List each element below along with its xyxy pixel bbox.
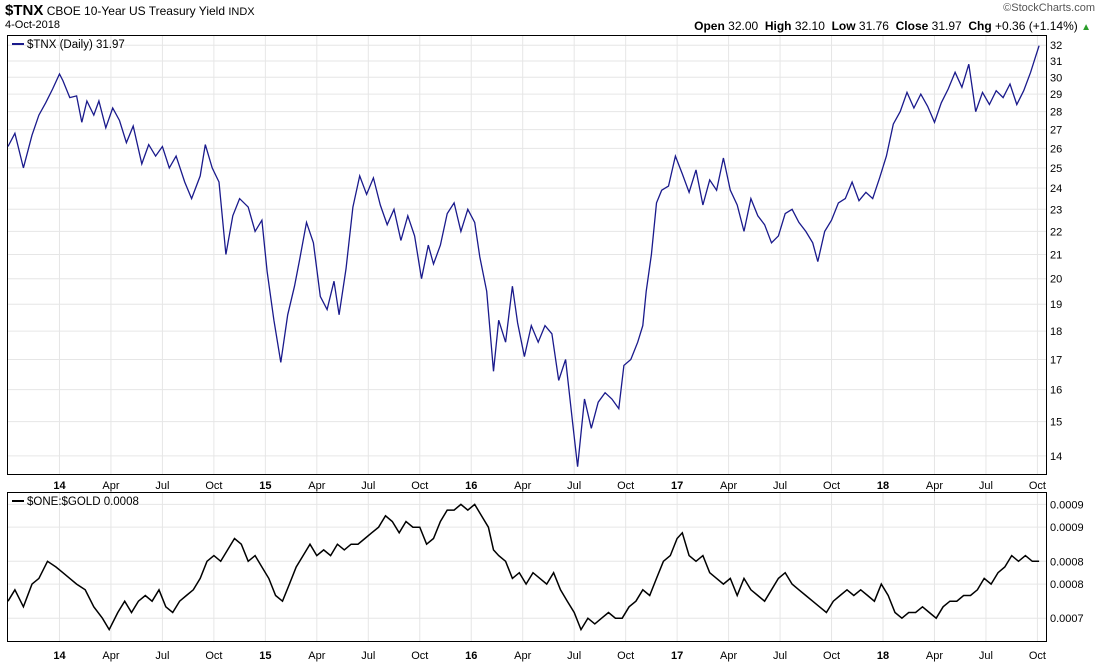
- close-value: 31.97: [931, 19, 962, 33]
- bottom-panel-grid: [8, 493, 1046, 641]
- top-y-tick-label: 15: [1050, 417, 1062, 429]
- bottom-y-tick-label: 0.0008: [1050, 579, 1084, 591]
- open-label: Open: [694, 19, 725, 33]
- bottom-x-axis: 14 Apr Jul Oct 15 Apr Jul Oct 16 Apr Jul Oct 17 Apr Ju…: [53, 650, 1046, 662]
- chart-date: 4-Oct-2018: [5, 19, 61, 31]
- bottom-x-tick-label: Apr: [926, 650, 943, 662]
- top-x-tick-label: 14: [53, 480, 66, 492]
- bottom-y-tick-label: 0.0009: [1050, 522, 1084, 534]
- bottom-x-tick-label: Oct: [1029, 650, 1046, 662]
- top-x-tick-label: Oct: [617, 480, 634, 492]
- top-panel-grid: [8, 36, 1046, 474]
- chart-header: $TNX CBOE 10-Year US Treasury Yield INDX: [5, 2, 255, 19]
- gold-legend-label: $ONE:$GOLD 0.0008: [27, 496, 139, 508]
- top-y-tick-label: 27: [1050, 125, 1062, 137]
- top-panel-frame: [7, 35, 1047, 475]
- top-y-tick-label: 26: [1050, 143, 1062, 155]
- bottom-x-tick-label: Jul: [979, 650, 993, 662]
- bottom-x-tick-label: 17: [671, 650, 683, 662]
- symbol: $TNX: [5, 2, 44, 19]
- top-y-tick-label: 23: [1050, 204, 1062, 216]
- top-y-tick-label: 30: [1050, 72, 1062, 84]
- top-y-tick-label: 19: [1050, 299, 1062, 311]
- top-y-tick-label: 25: [1050, 163, 1062, 175]
- top-x-tick-label: Apr: [308, 480, 325, 492]
- bottom-x-tick-label: Apr: [514, 650, 531, 662]
- chg-label: Chg: [968, 19, 992, 33]
- bottom-x-tick-label: Oct: [411, 650, 428, 662]
- bottom-x-tick-label: Jul: [155, 650, 169, 662]
- top-y-tick-label: 21: [1050, 249, 1062, 261]
- bottom-x-tick-label: Jul: [773, 650, 787, 662]
- bottom-x-tick-label: Apr: [102, 650, 119, 662]
- top-x-tick-label: Jul: [567, 480, 581, 492]
- quote-bar: Open 32.00 High 32.10 Low 31.76 Close 31…: [694, 19, 1091, 33]
- top-x-tick-label: Apr: [720, 480, 737, 492]
- top-y-tick-label: 22: [1050, 226, 1062, 238]
- low-value: 31.76: [858, 19, 889, 33]
- top-x-tick-label: Oct: [205, 480, 222, 492]
- bottom-x-tick-label: Oct: [823, 650, 840, 662]
- top-x-tick-label: 15: [259, 480, 271, 492]
- bottom-x-tick-label: 14: [53, 650, 66, 662]
- top-x-tick-label: Jul: [979, 480, 993, 492]
- top-y-axis: 32 31 30 29 28 27 26 25 24 23 22 21 20 19 18 17 16 15 14: [1050, 40, 1062, 463]
- top-y-tick-label: 24: [1050, 183, 1062, 195]
- security-name: CBOE 10-Year US Treasury Yield: [46, 4, 225, 18]
- close-label: Close: [895, 19, 929, 33]
- bottom-x-tick-label: Oct: [617, 650, 634, 662]
- top-x-tick-label: Apr: [102, 480, 119, 492]
- top-y-tick-label: 28: [1050, 107, 1062, 119]
- top-x-tick-label: Apr: [926, 480, 943, 492]
- bottom-y-tick-label: 0.0009: [1050, 499, 1084, 511]
- bottom-x-tick-label: Oct: [205, 650, 222, 662]
- top-y-tick-label: 17: [1050, 354, 1062, 366]
- bottom-x-tick-label: 15: [259, 650, 271, 662]
- top-x-tick-label: Jul: [361, 480, 375, 492]
- top-y-tick-label: 18: [1050, 326, 1062, 338]
- top-y-tick-label: 32: [1050, 40, 1062, 52]
- up-arrow-icon: ▲: [1081, 22, 1091, 33]
- bottom-x-tick-label: 18: [877, 650, 889, 662]
- brand-watermark: ©StockCharts.com: [1003, 2, 1095, 14]
- top-y-tick-label: 14: [1050, 451, 1062, 463]
- chg-value: +0.36 (+1.14%): [995, 19, 1078, 33]
- top-x-tick-label: Jul: [155, 480, 169, 492]
- high-label: High: [764, 19, 792, 33]
- bottom-y-axis: 0.0009 0.0009 0.0008 0.0008 0.0007: [1050, 499, 1084, 625]
- bottom-x-tick-label: Jul: [567, 650, 581, 662]
- top-x-axis: 14 Apr Jul Oct 15 Apr Jul Oct 16 Apr Jul Oct 17 Apr Ju…: [53, 480, 1046, 492]
- top-y-tick-label: 31: [1050, 56, 1062, 68]
- exchange: INDX: [228, 6, 255, 18]
- bottom-x-tick-label: Apr: [308, 650, 325, 662]
- top-x-tick-label: 17: [671, 480, 683, 492]
- bottom-y-tick-label: 0.0007: [1050, 613, 1084, 625]
- top-x-tick-label: 16: [465, 480, 477, 492]
- one-gold-series-line: [7, 503, 1040, 632]
- high-value: 32.10: [794, 19, 825, 33]
- bottom-x-tick-label: Jul: [361, 650, 375, 662]
- low-label: Low: [831, 19, 856, 33]
- top-x-tick-label: 18: [877, 480, 889, 492]
- top-x-tick-label: Oct: [1029, 480, 1046, 492]
- bottom-y-tick-label: 0.0008: [1050, 556, 1084, 568]
- tnx-series-line: [7, 45, 1040, 467]
- top-y-tick-label: 20: [1050, 274, 1062, 286]
- top-y-tick-label: 16: [1050, 385, 1062, 397]
- top-x-tick-label: Jul: [773, 480, 787, 492]
- tnx-legend-label: $TNX (Daily) 31.97: [27, 39, 125, 51]
- bottom-x-tick-label: Apr: [720, 650, 737, 662]
- open-value: 32.00: [728, 19, 759, 33]
- bottom-panel-frame: [7, 492, 1047, 642]
- top-y-tick-label: 29: [1050, 89, 1062, 101]
- top-x-tick-label: Oct: [823, 480, 840, 492]
- top-x-tick-label: Apr: [514, 480, 531, 492]
- top-x-tick-label: Oct: [411, 480, 428, 492]
- bottom-x-tick-label: 16: [465, 650, 477, 662]
